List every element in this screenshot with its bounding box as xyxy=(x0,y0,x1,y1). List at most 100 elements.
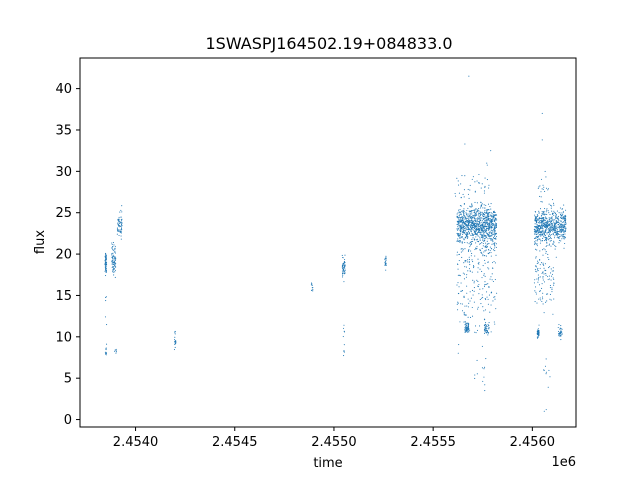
data-point xyxy=(491,279,493,281)
data-point xyxy=(457,263,459,266)
data-point xyxy=(456,303,458,305)
data-point xyxy=(457,221,459,223)
data-point xyxy=(542,276,544,278)
data-point xyxy=(467,324,469,326)
data-point xyxy=(467,207,469,209)
data-point xyxy=(541,217,543,219)
data-point xyxy=(489,250,491,252)
data-point xyxy=(484,212,486,214)
data-point xyxy=(473,282,475,284)
data-point xyxy=(460,221,462,223)
data-point xyxy=(482,238,484,240)
data-point xyxy=(459,236,461,238)
data-point xyxy=(481,297,483,299)
data-point xyxy=(474,213,476,215)
data-point xyxy=(541,240,543,242)
data-point xyxy=(475,228,477,230)
data-point xyxy=(458,234,460,236)
data-point xyxy=(540,228,542,230)
data-point xyxy=(548,369,550,371)
data-point xyxy=(491,225,493,227)
data-point xyxy=(479,225,481,228)
data-point xyxy=(473,225,475,227)
data-point xyxy=(553,282,555,284)
data-point xyxy=(471,252,473,254)
data-point xyxy=(489,205,491,208)
data-point xyxy=(482,227,484,229)
data-point xyxy=(484,207,486,209)
data-point xyxy=(472,226,474,228)
data-point xyxy=(105,271,107,273)
data-point xyxy=(479,234,481,236)
data-point xyxy=(548,228,550,230)
data-point xyxy=(537,274,539,276)
data-point xyxy=(483,231,485,233)
data-point xyxy=(563,238,565,240)
plot-frame xyxy=(79,57,577,428)
data-point xyxy=(543,410,545,412)
data-point xyxy=(542,233,544,235)
data-point xyxy=(460,213,462,215)
data-point xyxy=(541,227,543,229)
data-point xyxy=(539,234,541,236)
data-point xyxy=(541,213,543,215)
data-point xyxy=(533,282,535,284)
data-point xyxy=(536,240,538,242)
data-point xyxy=(486,225,488,228)
data-point xyxy=(543,212,545,214)
data-point xyxy=(480,221,482,223)
data-point xyxy=(460,226,462,228)
data-point xyxy=(561,238,563,240)
data-point xyxy=(483,235,485,237)
data-point xyxy=(558,242,560,244)
data-point xyxy=(471,210,473,212)
data-point xyxy=(483,213,485,216)
data-point xyxy=(478,210,480,212)
data-point xyxy=(484,366,486,368)
data-point xyxy=(473,266,475,268)
data-point xyxy=(464,321,466,323)
data-point xyxy=(565,218,567,220)
data-point xyxy=(457,274,459,276)
data-point xyxy=(458,225,461,227)
data-point xyxy=(481,223,483,225)
data-point xyxy=(560,230,562,232)
data-point xyxy=(551,213,553,215)
data-point xyxy=(459,204,461,207)
data-point xyxy=(468,221,470,223)
data-point xyxy=(461,247,463,250)
data-point xyxy=(476,211,478,213)
data-point xyxy=(562,217,564,219)
data-point xyxy=(458,236,460,238)
data-point xyxy=(464,260,466,262)
data-point xyxy=(561,333,563,335)
data-point xyxy=(488,328,490,330)
data-point xyxy=(484,328,486,330)
data-point xyxy=(343,261,345,263)
data-point xyxy=(564,233,566,235)
data-point xyxy=(461,224,463,226)
data-point xyxy=(476,217,478,220)
data-point xyxy=(111,267,113,269)
data-point xyxy=(343,344,345,346)
data-point xyxy=(469,206,471,208)
data-point xyxy=(487,220,489,222)
data-point xyxy=(104,256,106,258)
data-point xyxy=(470,255,472,257)
data-point xyxy=(494,279,496,281)
data-point xyxy=(478,228,480,230)
data-point xyxy=(485,242,487,244)
data-point xyxy=(112,270,114,272)
data-point xyxy=(466,215,468,217)
data-point xyxy=(492,267,494,269)
y-tick-label: 25 xyxy=(55,206,72,221)
data-point xyxy=(534,229,536,231)
data-point xyxy=(457,302,459,304)
data-point xyxy=(538,235,540,237)
data-point xyxy=(490,203,492,205)
data-point xyxy=(119,231,121,233)
data-point xyxy=(487,223,489,225)
data-point xyxy=(477,229,480,231)
data-point xyxy=(560,214,562,216)
data-point xyxy=(555,225,557,227)
